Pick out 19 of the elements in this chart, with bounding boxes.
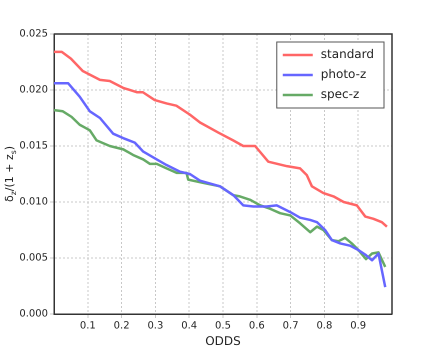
- x-tick-label: 0.2: [114, 320, 130, 332]
- legend-label: photo-z: [320, 67, 366, 82]
- x-tick-label: 0.4: [181, 320, 198, 332]
- x-tick-label: 0.8: [316, 320, 332, 332]
- y-tick-label: 0.010: [19, 196, 48, 208]
- x-tick-label: 0.5: [215, 320, 231, 332]
- x-axis-title: ODDS: [205, 334, 241, 348]
- y-tick-label: 0.000: [19, 308, 48, 320]
- legend-label: standard: [320, 47, 374, 62]
- legend-label: spec-z: [320, 87, 360, 102]
- x-tick-label: 0.6: [248, 320, 265, 332]
- x-tick-label: 0.7: [282, 320, 299, 332]
- x-tick-label: 0.3: [147, 320, 164, 332]
- x-tick-label: 0.1: [80, 320, 96, 332]
- y-tick-label: 0.015: [19, 140, 48, 152]
- y-tick-label: 0.020: [19, 84, 48, 96]
- x-tick-label: 0.9: [350, 320, 366, 332]
- y-tick-label: 0.025: [19, 28, 48, 40]
- y-tick-label: 0.005: [19, 252, 48, 264]
